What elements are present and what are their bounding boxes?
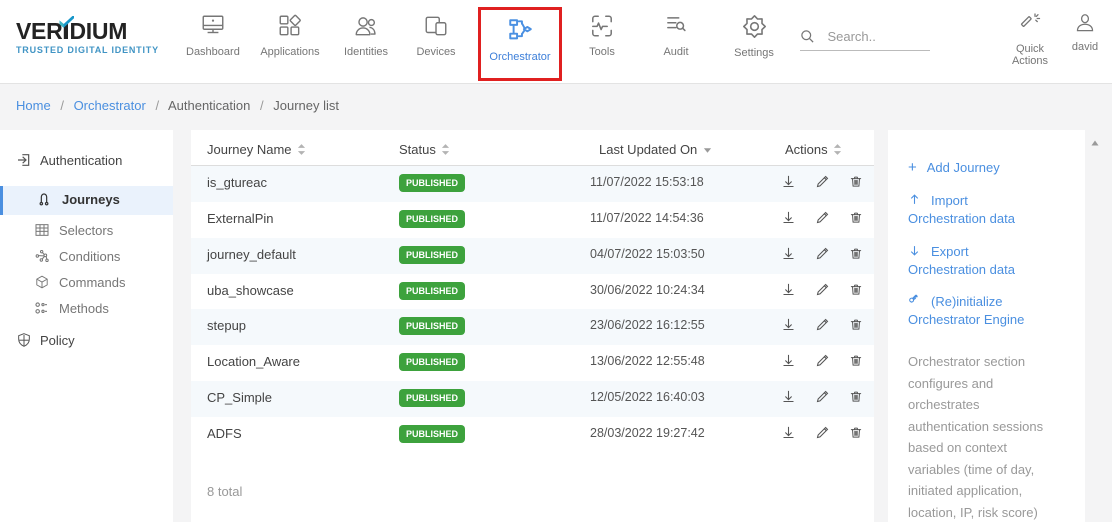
svg-text:DIUM: DIUM: [70, 18, 128, 44]
svg-text:TRUSTED DIGITAL IDENTITY: TRUSTED DIGITAL IDENTITY: [16, 45, 159, 55]
svg-text:VER: VER: [16, 18, 63, 44]
